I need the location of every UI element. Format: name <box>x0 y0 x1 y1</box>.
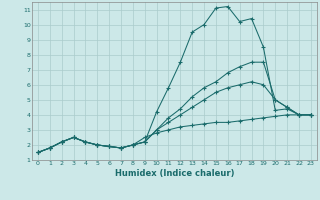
X-axis label: Humidex (Indice chaleur): Humidex (Indice chaleur) <box>115 169 234 178</box>
